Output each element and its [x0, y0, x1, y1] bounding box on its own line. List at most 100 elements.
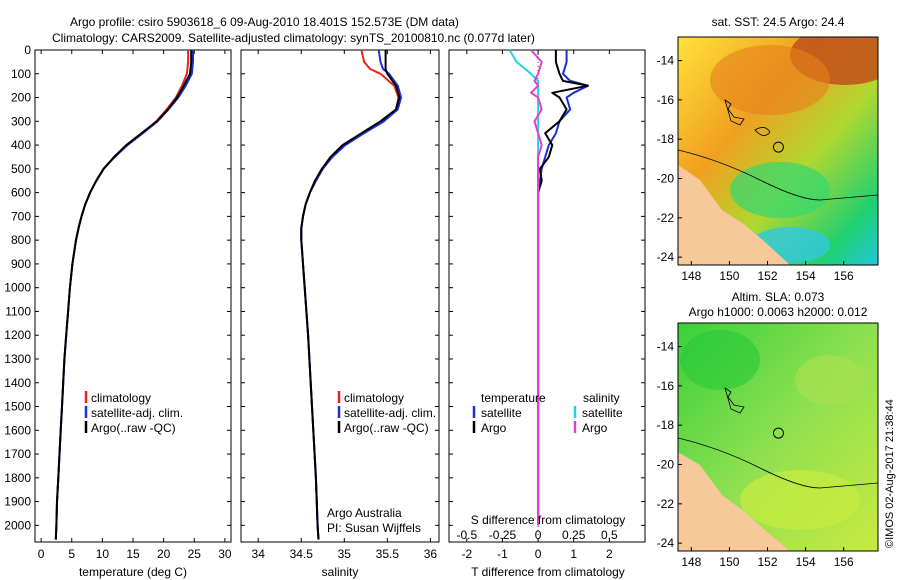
map-lon-label: 150	[719, 555, 739, 569]
map-lat-label: -22	[657, 211, 675, 225]
sst-map-frame	[677, 36, 879, 266]
x2-label-salinity-difference: S difference from climatology	[471, 513, 626, 527]
legend-label-temp-satellite: satellite	[481, 406, 522, 420]
map-lon-label: 152	[758, 269, 778, 283]
depth-tick-label: 1100	[5, 304, 31, 318]
legend-heading-temperature: temperature	[481, 391, 546, 405]
sst-warm-patch	[710, 45, 830, 115]
salinity-legend: climatology satellite-adj. clim. Argo(..…	[337, 391, 436, 435]
map-lon-label: 156	[834, 269, 854, 283]
legend-label-sal-satellite: satellite	[582, 406, 623, 420]
map-lat-label: -16	[657, 93, 675, 107]
map-lon-label: 154	[796, 555, 816, 569]
x2-tick-label: 0.5	[601, 528, 618, 542]
map-lon-label: 154	[796, 269, 816, 283]
sst-reef-outline	[754, 127, 771, 136]
depth-tick-label: 900	[11, 257, 31, 271]
x-tick-label: -1	[497, 547, 508, 561]
x-tick-label: 34	[252, 547, 266, 561]
depth-tick-label: 1200	[4, 328, 31, 342]
legend-heading-salinity: salinity	[583, 391, 620, 405]
x-tick-label: 1	[570, 547, 577, 561]
sst-map-panel: sat. SST: 24.5 Argo: 24.4 148 150 152 154 15…	[657, 15, 879, 283]
x-tick-label: 36	[424, 547, 438, 561]
x-tick-label: 25	[188, 547, 202, 561]
temperature-axes-frame	[34, 49, 232, 543]
series-line-temperature-satellite	[537, 50, 589, 526]
map-lat-label: -20	[657, 172, 675, 186]
map-lon-label: 150	[719, 269, 739, 283]
legend-label-temp-argo: Argo	[481, 421, 507, 435]
series-line-satellite-adj-clim-	[300, 49, 403, 540]
map-lon-label: 148	[681, 555, 701, 569]
depth-tick-label: 1600	[4, 423, 31, 437]
legend-label-climatology: climatology	[344, 391, 404, 405]
map-lat-label: -20	[657, 458, 675, 472]
figure-title-line1: Argo profile: csiro 5903618_6 09-Aug-201…	[70, 15, 459, 29]
x-tick-label: 20	[157, 547, 171, 561]
x-tick-label: 35	[338, 547, 352, 561]
sla-map-subtitle: Argo h1000: 0.0063 h2000: 0.012	[689, 305, 868, 319]
depth-tick-label: 1800	[4, 471, 31, 485]
x-tick-label: 35.5	[376, 547, 400, 561]
sla-land-australia	[678, 452, 790, 551]
x-tick-label: 15	[126, 547, 140, 561]
series-line-satellite-adj-clim-	[54, 50, 194, 540]
figure-title-line2: Climatology: CARS2009. Satellite-adjuste…	[52, 31, 535, 45]
sst-cool-patch	[730, 162, 830, 218]
depth-tick-label: 800	[11, 233, 31, 247]
depth-tick-label: 400	[11, 138, 31, 152]
sla-reef-outline	[724, 387, 745, 414]
depth-tick-label: 1300	[4, 352, 31, 366]
sla-high-patch	[795, 355, 865, 405]
argo-float-marker	[772, 141, 784, 153]
depth-tick-label: 1500	[4, 400, 31, 414]
x-tick-label: -2	[461, 547, 472, 561]
depth-tick-label: 600	[11, 186, 31, 200]
salinity-xlabel: salinity	[322, 565, 359, 579]
salinity-panel: 34 34.5 35 35.5 36 salinity climatology sate…	[240, 49, 440, 579]
map-lat-label: -22	[657, 497, 675, 511]
x2-tick-label: 0	[535, 528, 542, 542]
x-tick-label: 30	[218, 547, 232, 561]
map-lat-label: -16	[657, 379, 675, 393]
legend-label-sal-argo: Argo	[582, 421, 608, 435]
difference-legend: temperature salinity satellite Argo sate…	[472, 391, 623, 435]
series-line-argo-raw-qc-	[54, 50, 193, 540]
sla-map-frame	[677, 322, 879, 552]
series-line-climatology	[54, 50, 190, 540]
depth-tick-label: 1000	[4, 281, 31, 295]
x-tick-label: 34.5	[290, 547, 314, 561]
difference-xlabel: T difference from climatology	[471, 565, 625, 579]
credit-line1: Argo Australia	[327, 506, 402, 520]
map-lat-label: -14	[657, 340, 675, 354]
map-lat-label: -24	[657, 250, 675, 264]
series-line-argo-raw-qc-	[300, 50, 401, 540]
map-lon-label: 156	[834, 555, 854, 569]
legend-label-argo: Argo(..raw -QC)	[91, 421, 176, 435]
x-tick-label: 10	[96, 547, 110, 561]
sla-shelf-contour	[678, 437, 878, 489]
map-lon-label: 152	[758, 555, 778, 569]
depth-tick-label: 1900	[4, 495, 31, 509]
legend-label-satellite: satellite-adj. clim.	[91, 406, 183, 420]
depth-tick-label: 2000	[4, 518, 31, 532]
sst-shelf-contour	[678, 149, 878, 201]
legend-label-argo: Argo(..raw -QC)	[344, 421, 429, 435]
sla-map-panel: Altim. SLA: 0.073 Argo h1000: 0.0063 h20…	[657, 290, 879, 569]
salinity-axes-frame	[240, 49, 440, 543]
depth-tick-label: 200	[11, 91, 31, 105]
sla-map-title: Altim. SLA: 0.073	[732, 290, 825, 304]
legend-label-satellite: satellite-adj. clim.	[344, 406, 436, 420]
depth-tick-label: 1400	[4, 376, 31, 390]
difference-panel: -2 -1 0 1 2 S difference from climatology -0…	[448, 49, 646, 579]
x-tick-label: 5	[68, 547, 75, 561]
depth-tick-label: 300	[11, 114, 31, 128]
map-lat-label: -24	[657, 536, 675, 550]
x2-tick-label: -0.25	[489, 528, 517, 542]
legend-label-climatology: climatology	[91, 391, 151, 405]
sst-map-title: sat. SST: 24.5 Argo: 24.4	[712, 15, 845, 29]
sla-yellow-patch	[740, 470, 860, 530]
argo-float-marker	[772, 427, 784, 439]
sla-low-patch	[680, 330, 760, 390]
